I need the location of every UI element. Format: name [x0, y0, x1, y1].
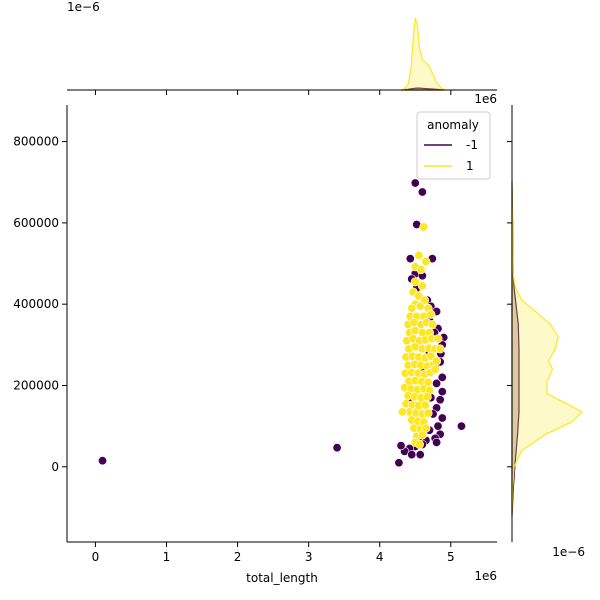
right-marginal-ticks: [507, 141, 512, 468]
legend-box: [416, 111, 491, 180]
right-marginal-density-1: [511, 182, 584, 516]
x-tick-label: 4: [376, 550, 384, 564]
series-1-point: [430, 364, 440, 374]
series-1-point: [422, 392, 432, 402]
series-1-point: [426, 351, 436, 361]
y-axis-ticks: 0 200000 400000 600000 800000: [13, 135, 67, 474]
series-neg1-point: [432, 437, 442, 447]
series-1-point: [417, 281, 427, 291]
legend-title: anomaly: [427, 118, 479, 132]
series-neg1-point: [437, 372, 447, 382]
series-neg1-point: [433, 421, 443, 431]
right-marginal: 1e6 1e−6: [474, 92, 585, 559]
y-tick-label: 0: [51, 460, 59, 474]
series-1-point: [397, 407, 407, 417]
series-1-point: [432, 356, 442, 366]
right-marginal-offset-label: 1e−6: [552, 545, 585, 559]
x-tick-label: 5: [447, 550, 455, 564]
top-marginal-ticks: [94, 90, 452, 95]
top-marginal: 1e−6: [67, 0, 497, 95]
y-tick-label: 200000: [13, 378, 59, 392]
series-neg1-point: [417, 187, 427, 197]
series-neg1-point: [394, 458, 404, 468]
top-density-1: [400, 17, 446, 91]
series-1-point: [423, 408, 433, 418]
series-neg1-point: [437, 413, 447, 423]
x-tick-label: 1: [163, 550, 171, 564]
main-plot: 0 1 2 3 4 5 0 200000 400000 600000 800000 total_l…: [13, 105, 497, 585]
series-neg1-point: [407, 450, 417, 460]
series-1-point: [415, 439, 425, 449]
series-1-point: [416, 265, 426, 275]
right-marginal-top-offset-label: 1e6: [474, 92, 497, 106]
series-1-point: [415, 301, 425, 311]
x-tick-label: 0: [92, 550, 100, 564]
right-density-1: [511, 182, 584, 516]
series-neg1-point: [435, 395, 445, 405]
legend-label-neg1: -1: [466, 138, 478, 152]
series-1-point: [417, 430, 427, 440]
series-neg1-point: [98, 456, 108, 466]
series-1-point: [410, 277, 420, 287]
x-axis-ticks: 0 1 2 3 4 5: [92, 542, 455, 564]
top-marginal-density-1: [400, 17, 446, 91]
x-axis-title: total_length: [246, 571, 318, 585]
series-1-point: [435, 344, 445, 354]
series-neg1-point: [432, 378, 442, 388]
x-tick-label: 3: [305, 550, 313, 564]
y-tick-label: 600000: [13, 216, 59, 230]
series-1-point: [426, 309, 436, 319]
series-neg1-point: [332, 443, 342, 453]
series-neg1-point: [405, 254, 415, 264]
series-neg1-point: [396, 441, 406, 451]
y-tick-label: 800000: [13, 135, 59, 149]
series-neg1-point: [456, 421, 466, 431]
series-1-point: [420, 295, 430, 305]
series-1-point: [414, 250, 424, 260]
series-1-point: [407, 303, 417, 313]
top-marginal-offset-label: 1e−6: [67, 0, 100, 14]
x-axis-offset-label: 1e6: [474, 569, 497, 583]
series-neg1-point: [437, 387, 447, 397]
legend: anomaly -1 1: [416, 111, 491, 180]
series-1-point: [419, 222, 429, 232]
series-neg1-point: [410, 178, 420, 188]
series-1-point: [420, 400, 430, 410]
series-1-point: [427, 320, 437, 330]
series-neg1-point: [415, 450, 425, 460]
x-tick-label: 2: [234, 550, 242, 564]
series-1-point: [433, 334, 443, 344]
series-1-points: [397, 222, 445, 449]
series-1-point: [421, 257, 431, 267]
legend-label-1: 1: [466, 159, 474, 173]
y-tick-label: 400000: [13, 297, 59, 311]
